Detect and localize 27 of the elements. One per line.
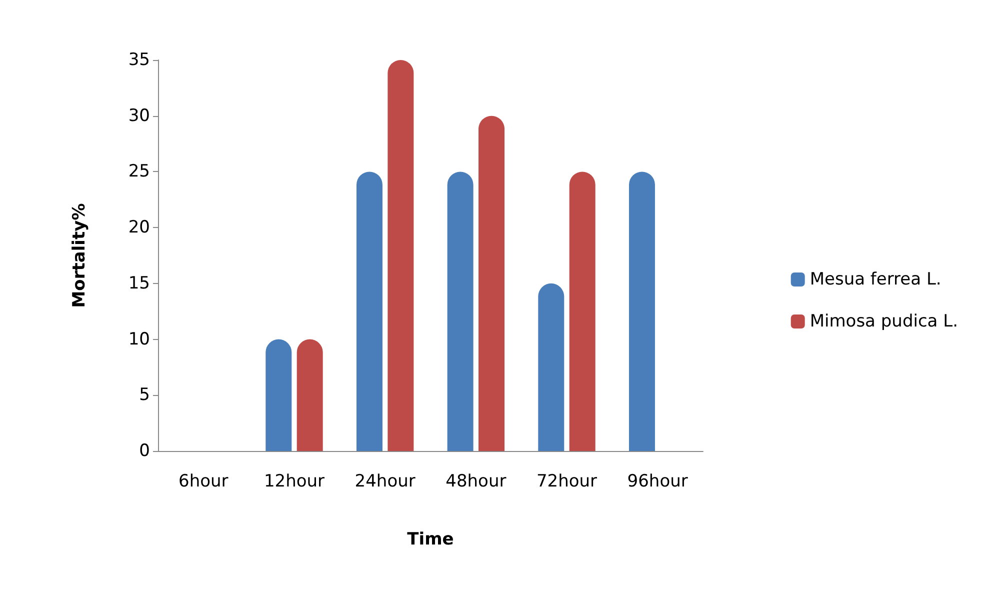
bar [296, 339, 323, 451]
bar [538, 283, 564, 451]
y-tick-label: 5 [139, 385, 150, 406]
bar [356, 172, 382, 451]
bar [447, 172, 474, 451]
x-tick-label: 6hour [178, 472, 228, 492]
y-tick-label: 35 [128, 50, 150, 70]
y-tick-label: 30 [128, 106, 150, 126]
legend-label: Mimosa pudica L. [810, 312, 958, 332]
bar [478, 116, 505, 451]
y-tick-label: 10 [128, 329, 150, 350]
bar [388, 60, 414, 451]
legend-label: Mesua ferrea L. [810, 270, 942, 290]
bar [266, 339, 292, 451]
y-tick-label: 25 [128, 162, 150, 182]
x-tick-label: 48hour [446, 472, 506, 492]
y-tick-label: 20 [128, 218, 150, 238]
x-tick-label: 96hour [627, 472, 688, 492]
bar [628, 172, 655, 451]
y-axis-title: Mortality% [70, 203, 90, 308]
x-tick-label: 24hour [354, 472, 416, 492]
y-tick-label: 15 [128, 273, 150, 294]
x-tick-label: 72hour [536, 472, 598, 492]
bar [569, 172, 596, 451]
x-tick-label: 12hour [264, 472, 325, 492]
x-axis-title: Time [407, 530, 454, 550]
y-tick-label: 0 [139, 441, 150, 461]
